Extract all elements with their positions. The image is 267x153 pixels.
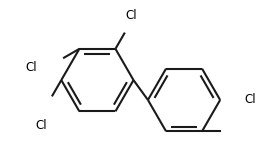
Text: Cl: Cl — [35, 119, 47, 132]
Text: Cl: Cl — [244, 93, 256, 106]
Text: Cl: Cl — [25, 61, 37, 74]
Text: Cl: Cl — [125, 9, 137, 22]
